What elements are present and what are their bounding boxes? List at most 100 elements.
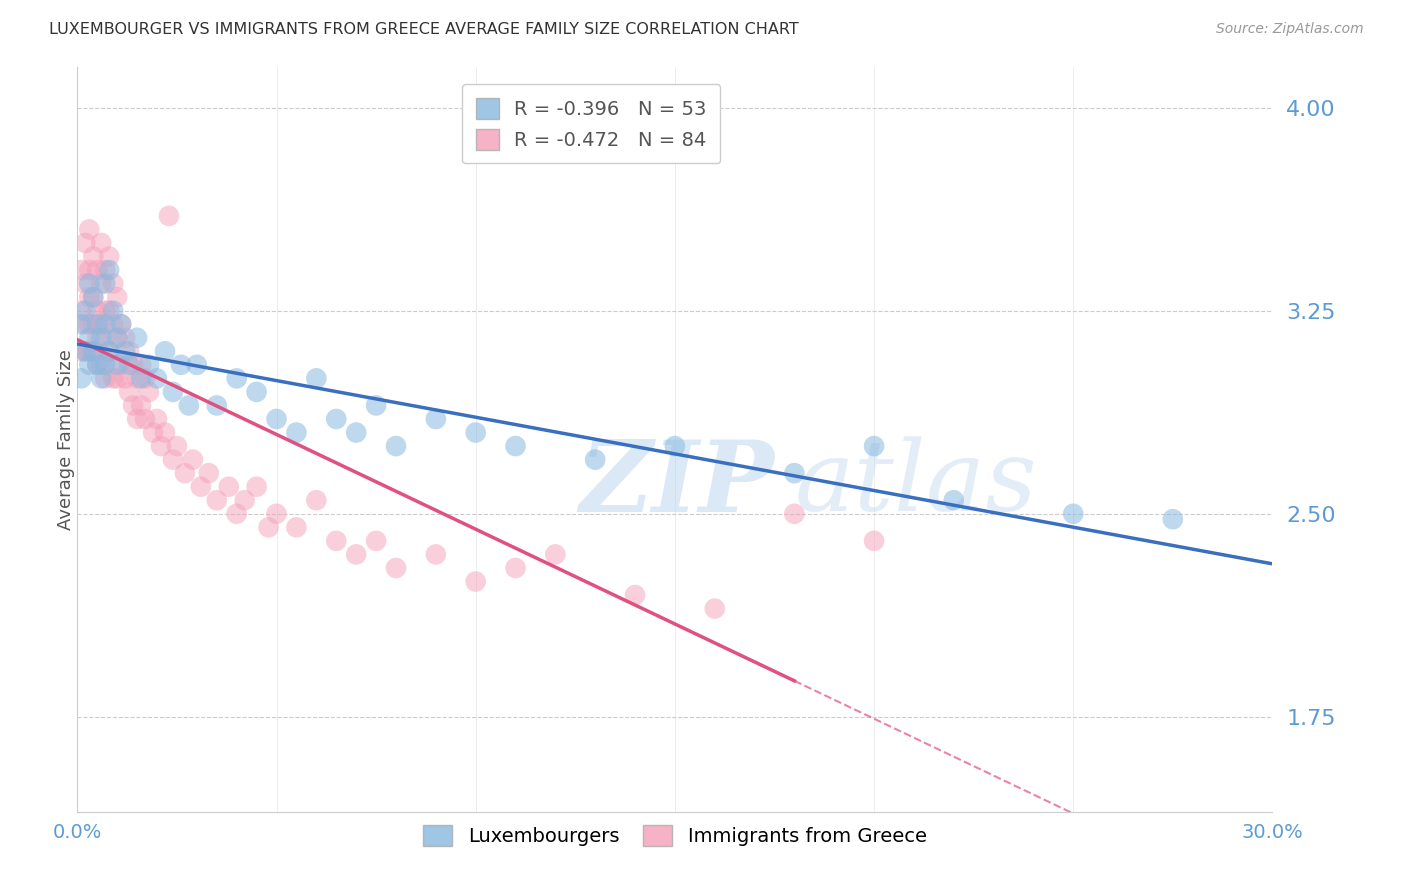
Point (218, 480, 240, 494)
Point (70, 371, 93, 385)
Point (114, 344, 136, 359)
Point (246, 480, 269, 494)
Point (90, 277, 112, 291)
Point (90, 358, 112, 372)
Point (129, 358, 152, 372)
Text: Source: ZipAtlas.com: Source: ZipAtlas.com (1216, 22, 1364, 37)
Point (70, 317, 93, 331)
Point (425, 412, 447, 426)
Point (162, 452, 184, 467)
Point (153, 425, 176, 440)
Point (174, 466, 197, 480)
Point (142, 425, 165, 440)
Point (75, 344, 97, 359)
Point (114, 331, 136, 345)
Point (105, 331, 128, 345)
Point (783, 507, 806, 521)
Point (118, 358, 141, 372)
Point (544, 548, 567, 562)
Point (79, 344, 101, 359)
Point (94, 277, 117, 291)
Point (98, 250, 121, 264)
Point (118, 384, 141, 399)
Point (127, 331, 149, 345)
Point (70, 263, 93, 277)
Point (425, 548, 447, 562)
Point (90, 317, 112, 331)
Point (366, 533, 388, 548)
Text: ZIP: ZIP (579, 436, 775, 533)
Point (98, 263, 121, 277)
Point (783, 466, 806, 480)
Point (177, 399, 200, 413)
Point (90, 235, 112, 250)
Point (305, 493, 328, 508)
Point (86, 263, 108, 277)
Point (75, 277, 97, 291)
Point (103, 303, 124, 318)
Point (98, 344, 121, 359)
Point (863, 439, 886, 453)
Point (134, 371, 156, 385)
Point (82, 317, 104, 331)
Point (79, 263, 101, 277)
Point (225, 371, 247, 385)
Point (82, 290, 104, 304)
Point (344, 548, 367, 562)
Point (105, 358, 128, 372)
Point (703, 601, 725, 615)
Point (233, 493, 256, 508)
Point (110, 358, 132, 372)
Point (285, 425, 308, 440)
Point (664, 439, 686, 453)
Point (942, 493, 965, 508)
Point (366, 399, 388, 413)
Point (94, 331, 117, 345)
Point (134, 412, 156, 426)
Point (129, 371, 152, 385)
Point (186, 358, 208, 372)
Point (105, 331, 128, 345)
Point (103, 371, 124, 385)
Text: atlas: atlas (794, 436, 1038, 532)
Point (105, 290, 128, 304)
Point (138, 384, 160, 399)
Point (118, 344, 141, 359)
Point (305, 371, 328, 385)
Point (385, 439, 408, 453)
Point (166, 439, 188, 453)
Point (464, 574, 486, 589)
Point (162, 384, 184, 399)
Point (863, 533, 886, 548)
Point (75, 344, 97, 359)
Point (146, 371, 169, 385)
Point (464, 425, 486, 440)
Point (583, 452, 606, 467)
Point (103, 317, 124, 331)
Point (266, 507, 288, 521)
Point (86, 317, 108, 331)
Point (79, 317, 101, 331)
Point (94, 317, 117, 331)
Point (70, 344, 93, 359)
Point (110, 317, 132, 331)
Point (181, 452, 204, 467)
Point (98, 344, 121, 359)
Point (246, 384, 269, 399)
Point (82, 250, 104, 264)
Point (114, 371, 136, 385)
Point (105, 371, 128, 385)
Point (385, 561, 408, 575)
Point (266, 412, 288, 426)
Point (344, 425, 367, 440)
Point (624, 588, 647, 602)
Point (79, 358, 101, 372)
Point (205, 493, 228, 508)
Point (198, 466, 221, 480)
Point (82, 344, 104, 359)
Point (190, 480, 212, 494)
Point (103, 277, 124, 291)
Point (146, 412, 169, 426)
Point (127, 371, 149, 385)
Point (225, 507, 247, 521)
